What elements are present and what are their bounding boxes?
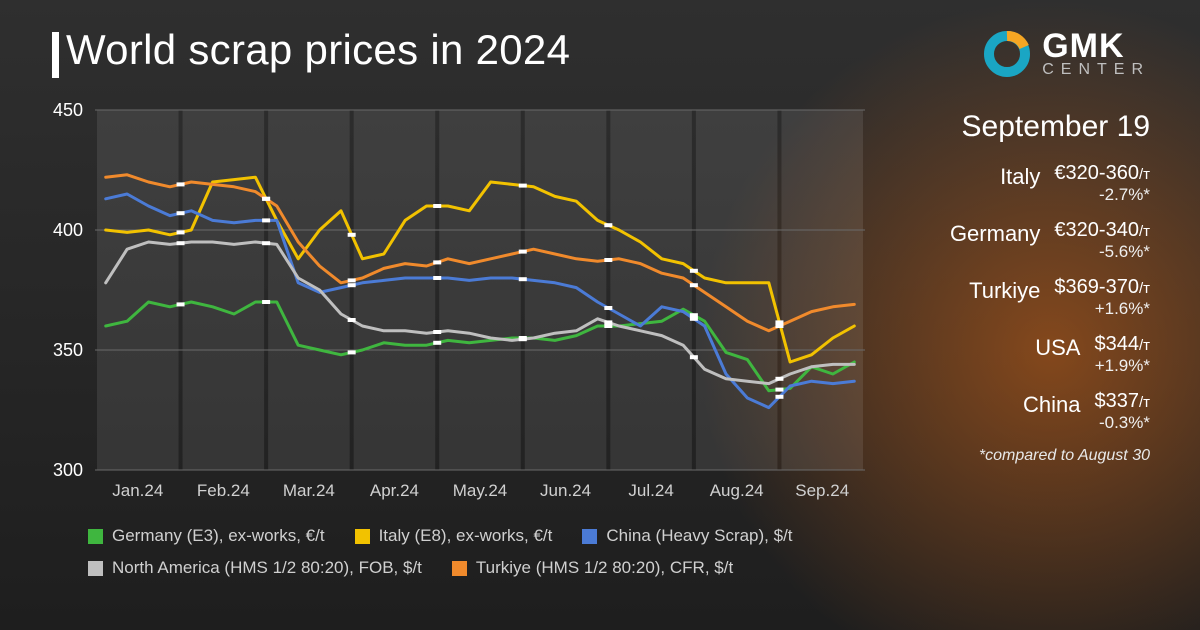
country-block: USA $344/т+1.9%* [890, 333, 1150, 376]
svg-text:Jul.24: Jul.24 [628, 481, 673, 500]
legend-label: Italy (E8), ex-works, €/t [379, 520, 553, 552]
country-name: USA [1035, 333, 1080, 361]
legend: Germany (E3), ex-works, €/t Italy (E8), e… [88, 520, 888, 585]
country-price: $369-370/т [1054, 276, 1150, 299]
svg-text:Jun.24: Jun.24 [540, 481, 591, 500]
svg-text:Feb.24: Feb.24 [197, 481, 250, 500]
country-name: China [1023, 390, 1080, 418]
legend-label: China (Heavy Scrap), $/t [606, 520, 792, 552]
country-name: Germany [950, 219, 1040, 247]
country-delta: +1.6%* [1054, 299, 1150, 319]
title-accent-bar [52, 32, 59, 78]
price-chart: 300 350 400 450 Jan.24 Feb.24 Mar.24 Apr.24 May.… [40, 100, 870, 510]
svg-text:Jan.24: Jan.24 [112, 481, 163, 500]
svg-text:Sep.24: Sep.24 [795, 481, 849, 500]
legend-swatch [88, 529, 103, 544]
svg-text:Aug.24: Aug.24 [710, 481, 764, 500]
svg-text:Mar.24: Mar.24 [283, 481, 335, 500]
country-block: Italy €320-360/т-2.7%* [890, 162, 1150, 205]
logo-sub: CENTER [1042, 62, 1150, 77]
legend-item-italy: Italy (E8), ex-works, €/t [355, 520, 553, 552]
legend-label: Turkiye (HMS 1/2 80:20), CFR, $/t [476, 552, 733, 584]
legend-swatch [452, 561, 467, 576]
country-price: €320-360/т [1054, 162, 1150, 185]
country-price: $344/т [1094, 333, 1150, 356]
country-delta: -2.7%* [1054, 185, 1150, 205]
svg-text:400: 400 [53, 220, 83, 240]
legend-item-turkiye: Turkiye (HMS 1/2 80:20), CFR, $/t [452, 552, 733, 584]
footnote: *compared to August 30 [890, 447, 1150, 465]
country-block: Turkiye $369-370/т+1.6%* [890, 276, 1150, 319]
svg-text:Apr.24: Apr.24 [370, 481, 419, 500]
country-name: Turkiye [969, 276, 1040, 304]
legend-label: Germany (E3), ex-works, €/t [112, 520, 325, 552]
country-delta: -5.6%* [1054, 242, 1150, 262]
legend-label: North America (HMS 1/2 80:20), FOB, $/t [112, 552, 422, 584]
country-delta: -0.3%* [1094, 413, 1150, 433]
svg-text:450: 450 [53, 100, 83, 120]
legend-item-namerica: North America (HMS 1/2 80:20), FOB, $/t [88, 552, 422, 584]
legend-swatch [88, 561, 103, 576]
legend-swatch [582, 529, 597, 544]
country-name: Italy [1000, 162, 1040, 190]
logo: GMK CENTER [984, 30, 1150, 77]
legend-item-germany: Germany (E3), ex-works, €/t [88, 520, 325, 552]
legend-swatch [355, 529, 370, 544]
svg-text:May.24: May.24 [453, 481, 508, 500]
side-date: September 19 [890, 110, 1150, 144]
country-block: China $337/т-0.3%* [890, 390, 1150, 433]
page-title: World scrap prices in 2024 [66, 26, 570, 74]
svg-text:350: 350 [53, 340, 83, 360]
svg-text:300: 300 [53, 460, 83, 480]
legend-item-china: China (Heavy Scrap), $/t [582, 520, 792, 552]
country-price: €320-340/т [1054, 219, 1150, 242]
logo-icon [984, 31, 1030, 77]
country-block: Germany €320-340/т-5.6%* [890, 219, 1150, 262]
country-delta: +1.9%* [1094, 356, 1150, 376]
logo-brand: GMK [1042, 30, 1150, 62]
side-panel: September 19 Italy €320-360/т-2.7%* German… [890, 110, 1150, 465]
country-price: $337/т [1094, 390, 1150, 413]
